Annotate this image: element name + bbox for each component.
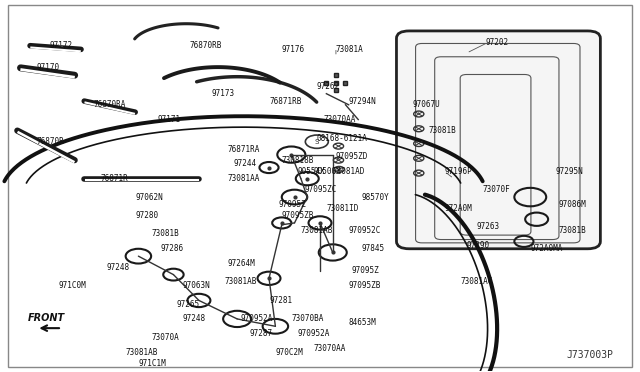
Text: 97248: 97248 (183, 314, 206, 323)
Text: 970C2M: 970C2M (275, 348, 303, 357)
Text: 73081AD: 73081AD (333, 167, 365, 176)
Text: FRONT: FRONT (28, 313, 65, 323)
Text: 98570Y: 98570Y (362, 193, 389, 202)
Text: 76871R: 76871R (100, 174, 128, 183)
Text: 970952A: 970952A (298, 329, 330, 338)
Text: 97173: 97173 (212, 89, 235, 98)
Text: 97281: 97281 (269, 296, 292, 305)
Text: 970952A: 970952A (241, 314, 273, 323)
Text: 972A0MA: 972A0MA (531, 244, 563, 253)
Text: 97062N: 97062N (135, 193, 163, 202)
Text: 73081ID: 73081ID (326, 203, 359, 213)
Text: 90500X: 90500X (314, 167, 341, 176)
Text: 971C1M: 971C1M (138, 359, 166, 368)
Text: 76870RB: 76870RB (189, 41, 221, 50)
Text: 73081B: 73081B (559, 226, 587, 235)
FancyBboxPatch shape (396, 31, 600, 249)
Text: 97263: 97263 (476, 222, 499, 231)
Text: 76870RA: 76870RA (94, 100, 126, 109)
Text: 97290: 97290 (467, 241, 490, 250)
Text: 97067U: 97067U (412, 100, 440, 109)
Text: 73081A: 73081A (336, 45, 364, 54)
Text: J737003P: J737003P (566, 350, 613, 359)
Text: 08168-6121A: 08168-6121A (317, 134, 368, 142)
Text: 84653M: 84653M (349, 318, 376, 327)
Text: 97176: 97176 (282, 45, 305, 54)
Text: 90554X: 90554X (298, 167, 326, 176)
Text: 97280: 97280 (135, 211, 158, 220)
Text: 73070F: 73070F (483, 185, 510, 194)
Text: 97095ZD: 97095ZD (336, 152, 368, 161)
Text: 97845: 97845 (362, 244, 385, 253)
Text: 76871RA: 76871RA (228, 145, 260, 154)
Text: 970952C: 970952C (349, 226, 381, 235)
Text: 73081AB: 73081AB (125, 348, 158, 357)
Text: 97086M: 97086M (559, 200, 587, 209)
Text: 97202: 97202 (486, 38, 509, 46)
Text: 97171: 97171 (157, 115, 180, 124)
Text: 73081AB: 73081AB (225, 278, 257, 286)
Text: 76870R: 76870R (36, 137, 64, 146)
Text: 97170: 97170 (36, 63, 60, 72)
Text: 97095Z: 97095Z (278, 200, 307, 209)
Text: 97095ZB: 97095ZB (349, 281, 381, 290)
Text: 97095ZB: 97095ZB (282, 211, 314, 220)
Text: 972A0M: 972A0M (444, 203, 472, 213)
Text: 730818B: 730818B (282, 155, 314, 165)
Text: 97095Z: 97095Z (352, 266, 380, 275)
Text: 971C0M: 971C0M (59, 281, 86, 290)
Text: 97287: 97287 (250, 329, 273, 338)
Text: 73081B: 73081B (428, 126, 456, 135)
Text: 73081AA: 73081AA (228, 174, 260, 183)
Text: 97095ZC: 97095ZC (304, 185, 337, 194)
Text: 97295N: 97295N (556, 167, 584, 176)
Text: 97172: 97172 (49, 41, 72, 50)
Text: 97244: 97244 (234, 159, 257, 169)
Text: 97294N: 97294N (349, 97, 376, 106)
Text: S: S (315, 139, 319, 145)
Text: 73070BA: 73070BA (291, 314, 324, 323)
Text: 97063N: 97063N (183, 281, 211, 290)
Text: 97196P: 97196P (444, 167, 472, 176)
Text: 97286: 97286 (161, 244, 184, 253)
Text: 73070AA: 73070AA (314, 344, 346, 353)
Text: 73081AC: 73081AC (460, 278, 493, 286)
Text: 73070A: 73070A (151, 333, 179, 342)
Text: 97248: 97248 (106, 263, 130, 272)
Text: 73070AA: 73070AA (323, 115, 356, 124)
Text: 76871RB: 76871RB (269, 97, 301, 106)
Text: 97264M: 97264M (228, 259, 255, 268)
Text: 73081B: 73081B (151, 230, 179, 238)
Text: 97265: 97265 (177, 300, 200, 309)
Text: 97262: 97262 (317, 82, 340, 91)
Text: 73081AB: 73081AB (301, 226, 333, 235)
